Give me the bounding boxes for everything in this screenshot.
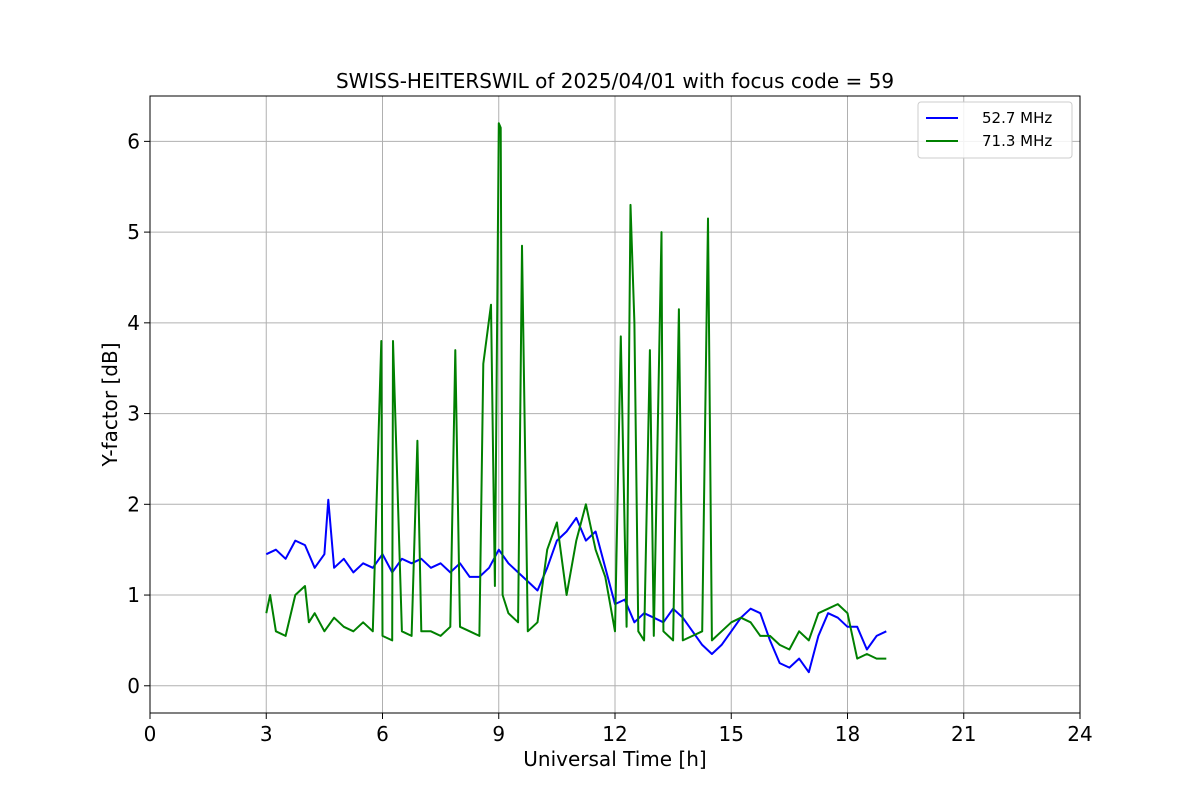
x-tick-label: 15 [719, 722, 744, 746]
legend-label-1: 52.7 MHz [982, 109, 1052, 127]
x-tick-label: 24 [1067, 722, 1092, 746]
y-axis-label: Y-factor [dB] [98, 342, 122, 467]
x-tick-label: 21 [951, 722, 976, 746]
y-axis: 0 1 2 3 4 5 6 [127, 129, 150, 698]
series-line-2 [265, 122, 887, 660]
x-axis: 0 3 6 9 12 15 18 21 24 [144, 713, 1093, 746]
chart-title: SWISS-HEITERSWIL of 2025/04/01 with focu… [336, 69, 894, 93]
x-tick-label: 18 [835, 722, 860, 746]
y-tick-label: 2 [127, 492, 140, 516]
x-tick-label: 9 [492, 722, 505, 746]
y-tick-label: 6 [127, 129, 140, 153]
x-tick-label: 6 [376, 722, 389, 746]
y-tick-label: 0 [127, 674, 140, 698]
series-line-1 [265, 498, 887, 674]
legend: 52.7 MHz 71.3 MHz [917, 101, 1073, 159]
x-tick-label: 12 [602, 722, 627, 746]
y-tick-label: 5 [127, 220, 140, 244]
legend-label-2: 71.3 MHz [982, 132, 1052, 150]
y-tick-label: 3 [127, 402, 140, 426]
x-tick-label: 0 [144, 722, 157, 746]
y-tick-label: 4 [127, 311, 140, 335]
x-axis-label: Universal Time [h] [523, 747, 706, 771]
y-tick-label: 1 [127, 583, 140, 607]
series-layer [265, 122, 887, 674]
x-tick-label: 3 [260, 722, 273, 746]
legend-box [917, 101, 1073, 159]
